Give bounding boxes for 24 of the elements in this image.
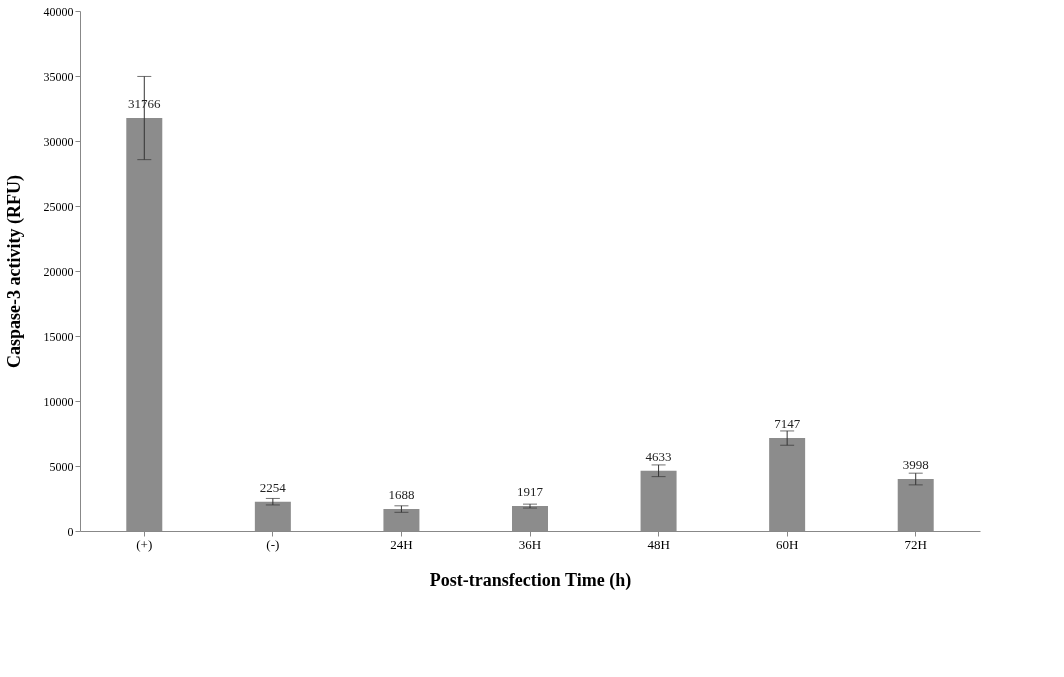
y-tick-label: 35000	[43, 69, 74, 84]
data-label: 2254	[259, 479, 287, 495]
data-label: 4633	[645, 448, 672, 464]
x-tick-label: (+)	[136, 536, 153, 552]
data-label: 3998	[902, 457, 929, 473]
y-tick-label: 0	[67, 524, 74, 539]
x-tick-label: 72H	[904, 536, 927, 552]
y-tick-label: 25000	[43, 199, 74, 214]
y-axis-title: Caspase-3 activity (RFU)	[3, 175, 25, 368]
y-tick-label: 30000	[43, 134, 74, 149]
data-label: 7147	[774, 416, 801, 432]
y-tick-label: 40000	[43, 4, 74, 19]
x-tick-label: 48H	[647, 536, 670, 552]
x-tick-label: 24H	[390, 536, 413, 552]
x-tick-label: (-)	[266, 536, 280, 552]
y-tick-label: 15000	[43, 329, 74, 344]
x-axis-title: Post-transfection Time (h)	[429, 569, 632, 591]
y-tick-label: 5000	[49, 459, 74, 474]
y-tick-label: 20000	[43, 264, 74, 279]
data-label: 1688	[388, 487, 415, 503]
y-tick-label: 10000	[43, 394, 74, 409]
data-label: 1917	[517, 484, 544, 500]
x-tick-label: 60H	[775, 536, 799, 552]
x-tick-label: 36H	[518, 536, 542, 552]
